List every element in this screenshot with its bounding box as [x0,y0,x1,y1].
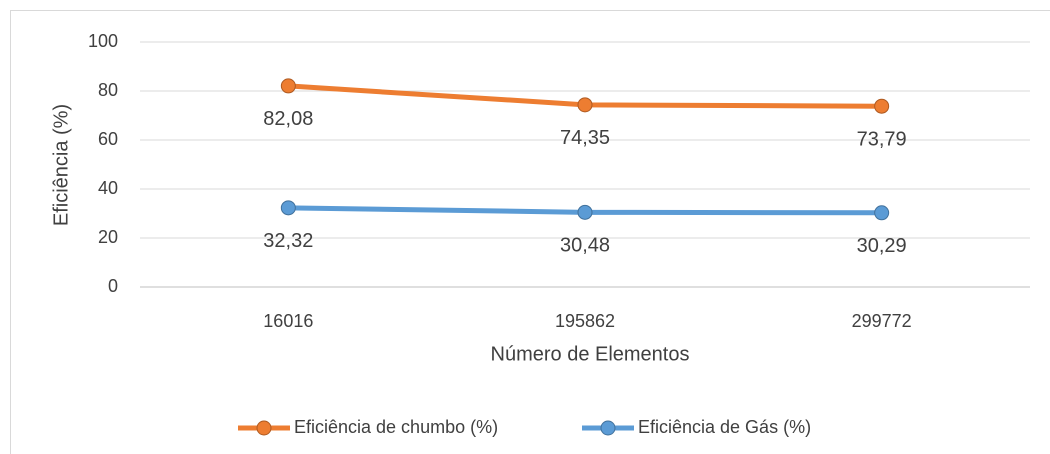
y-tick-label: 80 [98,80,118,100]
data-label: 30,29 [857,235,907,257]
chart-border [10,10,1050,454]
legend-label: Eficiência de Gás (%) [638,417,811,437]
legend-marker [256,420,272,436]
data-label: 82,08 [263,108,313,130]
data-label: 74,35 [560,127,610,149]
x-axis-title: Número de Elementos [491,343,690,365]
marker [577,97,593,113]
marker [280,200,296,216]
legend-marker [600,420,616,436]
marker [280,78,296,94]
y-tick-label: 60 [98,129,118,149]
y-tick-label: 40 [98,178,118,198]
marker [577,204,593,220]
data-label: 30,48 [560,235,610,257]
y-tick-label: 20 [98,227,118,247]
legend-label: Eficiência de chumbo (%) [294,417,498,437]
y-tick-label: 100 [88,31,118,51]
x-tick-label: 299772 [852,311,912,331]
marker [874,205,890,221]
y-tick-label: 0 [108,276,118,296]
y-axis-title: Eficiência (%) [50,104,72,226]
x-tick-label: 16016 [263,311,313,331]
x-tick-label: 195862 [555,311,615,331]
data-label: 73,79 [857,128,907,150]
data-label: 32,32 [263,230,313,252]
marker [874,98,890,114]
